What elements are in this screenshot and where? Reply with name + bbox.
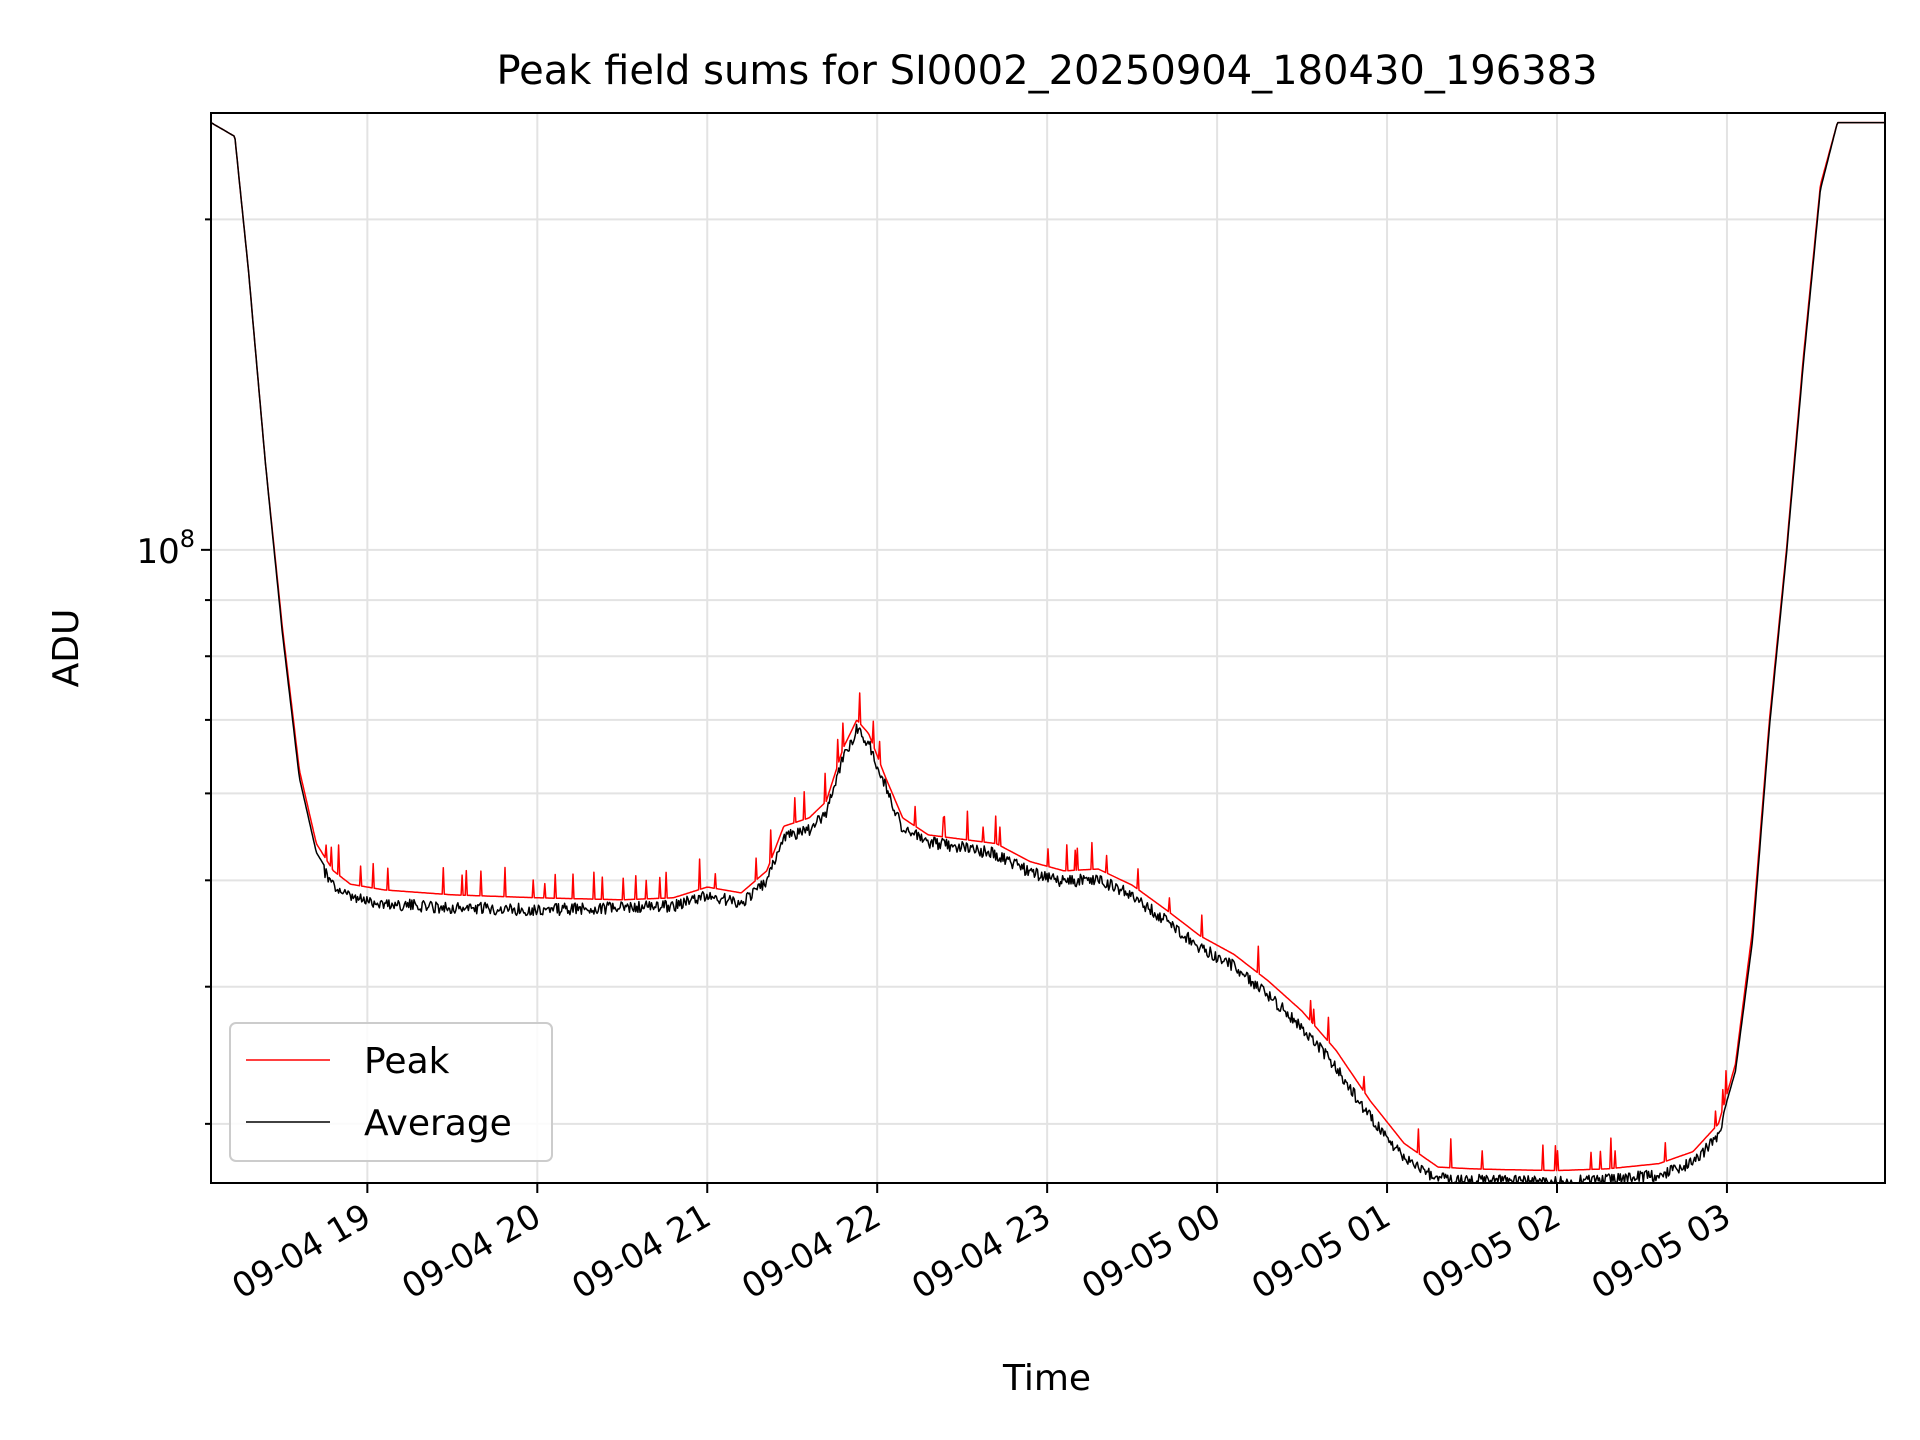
y-axis-label: ADU	[46, 609, 87, 688]
legend-box	[229, 1022, 553, 1162]
grid	[211, 113, 1885, 1183]
chart-title: Peak field sums for SI0002_20250904_1804…	[496, 48, 1597, 94]
y-tick-label: 108	[136, 525, 195, 572]
legend-average-label: Average	[364, 1103, 512, 1144]
legend-peak-label: Peak	[364, 1041, 450, 1082]
series-line-average	[210, 121, 1885, 1184]
series-line-peak	[210, 121, 1885, 1172]
legend: Peak Average	[229, 1022, 553, 1162]
y-axis: 108	[136, 218, 211, 1125]
x-axis-label: Time	[1002, 1358, 1091, 1399]
series-group	[210, 121, 1885, 1184]
